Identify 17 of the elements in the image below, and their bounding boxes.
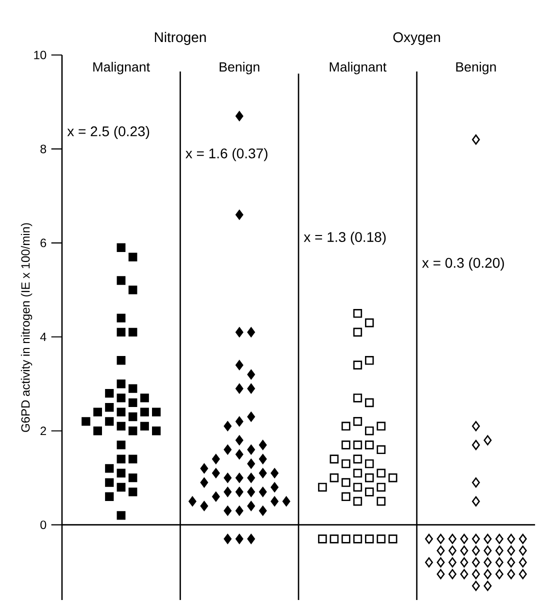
chart-title: Nitrogen xyxy=(154,32,206,45)
annotation: x = 1.6 (0.37) xyxy=(186,148,268,162)
y-tick-label: 0 xyxy=(40,520,46,530)
x-tick-label: Malignant xyxy=(330,62,386,74)
x-tick-label: Benign xyxy=(456,62,496,74)
y-tick-label: 6 xyxy=(40,238,46,248)
y-tick-label: 2 xyxy=(40,426,46,436)
y-tick-label: 10 xyxy=(34,50,46,60)
y-axis-title: G6PD activity in nitrogen (IE x 100/min) xyxy=(20,223,32,432)
y-tick-label: 8 xyxy=(40,144,46,154)
annotation: x = 2.5 (0.23) xyxy=(67,126,150,140)
x-tick-label: Benign xyxy=(220,62,260,74)
annotation: x = 0.3 (0.20) xyxy=(422,258,504,271)
y-tick-label: 4 xyxy=(40,332,46,342)
chart-title: Oxygen xyxy=(393,32,440,45)
annotation: x = 1.3 (0.18) xyxy=(304,232,386,245)
x-tick-label: Malignant xyxy=(93,62,150,74)
